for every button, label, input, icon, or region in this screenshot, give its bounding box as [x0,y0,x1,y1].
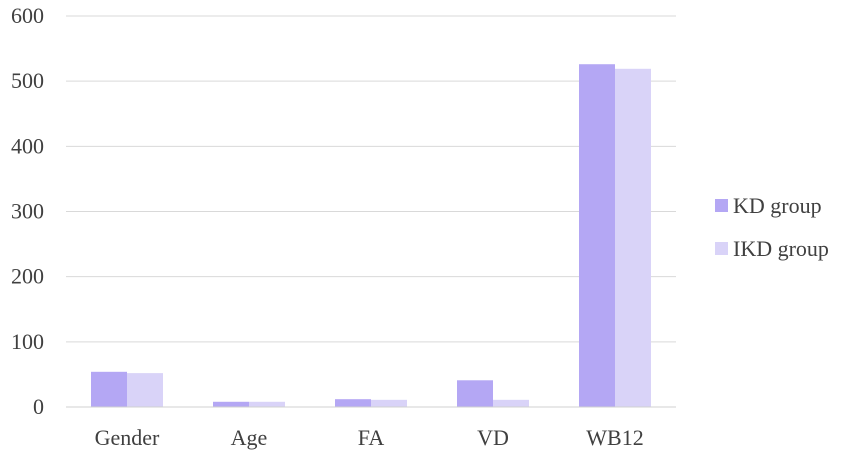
x-tick-label: WB12 [586,425,643,450]
y-tick-label: 600 [11,3,44,28]
bar-age-kd-group [213,401,249,407]
bar-wb12-ikd-group [615,68,651,407]
legend-label: KD group [733,193,822,218]
x-axis-labels: Gender Age FA VD WB12 [95,425,644,450]
legend-label: IKD group [733,236,829,261]
x-tick-label: Age [231,425,268,450]
y-tick-label: 300 [11,199,44,224]
bar-vd-ikd-group [493,399,529,407]
legend: KD group IKD group [715,193,829,261]
y-tick-label: 400 [11,133,44,158]
y-tick-label: 500 [11,68,44,93]
bar-age-ikd-group [249,401,285,407]
bar-fa-ikd-group [371,399,407,407]
bar-wb12-kd-group [579,64,615,408]
legend-swatch [715,199,728,212]
y-tick-label: 100 [11,329,44,354]
y-tick-label: 0 [33,394,44,419]
bar-gender-kd-group [91,371,127,407]
bars [91,64,651,408]
bar-fa-kd-group [335,399,371,407]
bar-vd-kd-group [457,380,493,407]
gridlines [66,15,676,343]
x-tick-label: Gender [95,425,160,450]
x-tick-label: VD [477,425,509,450]
y-tick-label: 200 [11,264,44,289]
bar-gender-ikd-group [127,373,163,407]
y-axis-ticks: 0 100 200 300 400 500 600 [11,3,44,419]
x-tick-label: FA [358,425,385,450]
legend-swatch [715,242,728,255]
